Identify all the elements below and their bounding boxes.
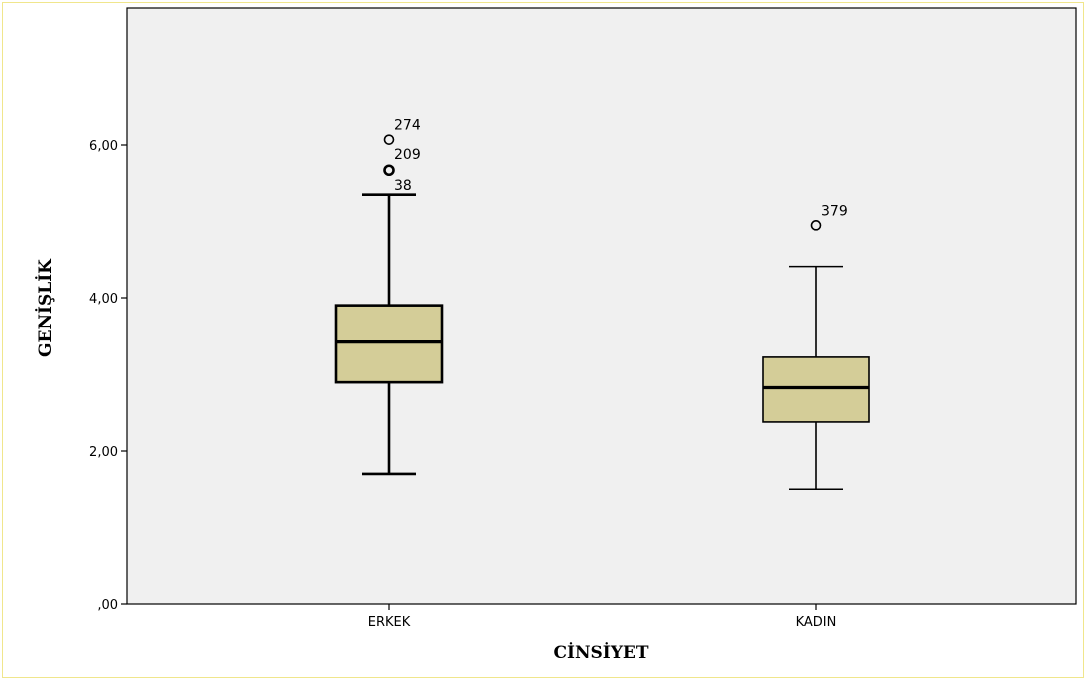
y-tick-label: 6,00 xyxy=(89,139,118,154)
y-tick-label: 4,00 xyxy=(89,292,118,307)
iqr-box xyxy=(762,356,870,423)
outlier-label: 274 xyxy=(394,118,421,134)
x-axis-ticks: ERKEK KADIN xyxy=(368,604,837,630)
box-group-erkek: 274 209 38 xyxy=(334,118,444,476)
y-axis-title: GENİŞLİK xyxy=(35,258,56,357)
x-axis-title: CİNSİYET xyxy=(554,642,649,663)
outlier-point xyxy=(810,220,822,231)
outlier-label: 209 xyxy=(394,147,421,163)
x-tick-label: ERKEK xyxy=(368,615,411,630)
x-tick-label: KADIN xyxy=(796,615,837,630)
y-axis-ticks: ,00 2,00 4,00 6,00 xyxy=(89,139,127,613)
outlier-label: 38 xyxy=(394,178,412,194)
y-tick-label: ,00 xyxy=(97,598,118,613)
plot-area xyxy=(126,7,1077,605)
box-series: 274 209 38 379 xyxy=(334,118,870,491)
outlier-point xyxy=(383,134,395,145)
outlier-label: 379 xyxy=(821,203,848,219)
box-group-kadin: 379 xyxy=(762,203,870,491)
iqr-box xyxy=(334,304,444,384)
outlier-point xyxy=(383,164,395,177)
y-tick-label: 2,00 xyxy=(89,445,118,460)
